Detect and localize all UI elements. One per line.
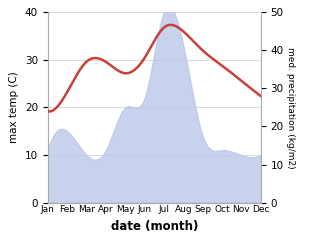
Y-axis label: med. precipitation (kg/m2): med. precipitation (kg/m2) [286, 47, 295, 168]
Y-axis label: max temp (C): max temp (C) [9, 72, 19, 143]
X-axis label: date (month): date (month) [111, 220, 198, 233]
